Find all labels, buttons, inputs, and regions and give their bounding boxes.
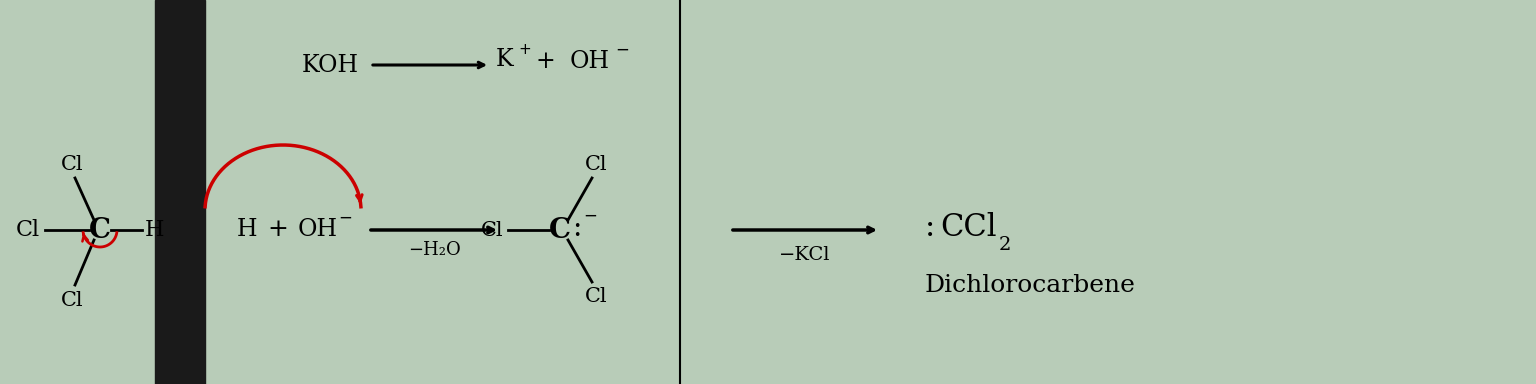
Text: OH: OH <box>298 218 338 242</box>
Text: H: H <box>237 218 257 242</box>
Text: Cl: Cl <box>585 156 607 174</box>
Text: Cl: Cl <box>481 220 504 240</box>
Text: Cl: Cl <box>15 219 40 241</box>
Text: −H₂O: −H₂O <box>407 241 461 259</box>
Text: −: − <box>338 209 352 227</box>
Text: OH: OH <box>570 51 610 73</box>
Text: H: H <box>144 219 164 241</box>
Text: :: : <box>925 212 935 243</box>
Text: −: − <box>584 207 598 225</box>
Text: +: + <box>535 51 554 73</box>
Text: C: C <box>548 217 571 243</box>
Text: −KCl: −KCl <box>779 246 831 264</box>
Text: C: C <box>89 217 111 243</box>
Text: CCl: CCl <box>940 212 997 243</box>
Text: :: : <box>573 215 582 242</box>
Text: +: + <box>267 218 289 242</box>
Text: Cl: Cl <box>61 291 83 310</box>
Text: Cl: Cl <box>585 286 607 306</box>
Bar <box>155 0 204 384</box>
Text: +: + <box>519 43 531 58</box>
Text: K: K <box>496 48 515 71</box>
Text: KOH: KOH <box>301 53 358 76</box>
Text: Cl: Cl <box>61 156 83 174</box>
Text: Dichlorocarbene: Dichlorocarbene <box>925 273 1135 296</box>
Text: −: − <box>614 41 628 59</box>
Text: 2: 2 <box>998 236 1011 254</box>
